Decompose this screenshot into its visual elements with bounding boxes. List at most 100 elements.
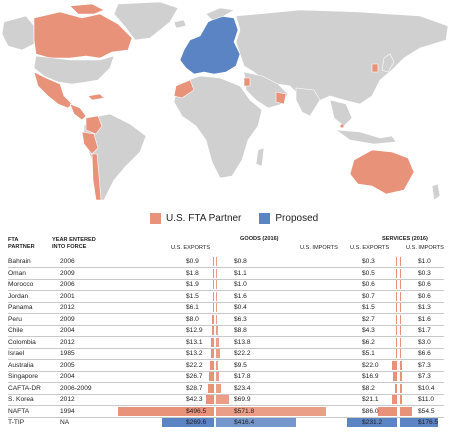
value-services-exports: $2.7 [362, 315, 375, 323]
value-goods-imports: $1.0 [234, 281, 247, 288]
bar-services-imports [400, 406, 412, 416]
value-services-exports: $22.0 [362, 361, 379, 369]
value-goods-exports: $6.1 [186, 304, 199, 311]
bar-services-exports [347, 418, 397, 427]
header-services-group: SERVICES (2016) [382, 236, 428, 242]
land-new-zealand [431, 183, 441, 201]
bar-services-imports [400, 349, 402, 358]
legend-item-partner: U.S. FTA Partner [150, 212, 241, 224]
bar-goods-imports [216, 326, 218, 335]
cell-partner: Morocco [8, 281, 34, 288]
cell-partner: Singapore [8, 373, 39, 380]
value-services-imports: $10.4 [418, 384, 435, 392]
cell-partner: T-TIP [8, 419, 25, 426]
value-goods-exports: $22.2 [186, 361, 203, 369]
value-services-exports: $8.2 [362, 384, 375, 392]
cell-partner: Chile [8, 327, 24, 334]
bar-goods-imports [216, 395, 230, 404]
value-services-imports: $54.5 [418, 407, 435, 415]
bar-goods-imports [216, 303, 218, 312]
row-divider [8, 278, 444, 280]
bar-goods-imports [216, 360, 218, 370]
bar-services-imports [400, 314, 402, 324]
bar-goods-imports [216, 418, 297, 427]
value-goods-imports: $1.1 [234, 269, 247, 277]
land-colombia [85, 115, 103, 135]
value-goods-imports: $17.8 [234, 373, 251, 380]
bar-goods-imports [216, 268, 218, 278]
cell-year: 2001 [60, 292, 75, 300]
legend-swatch-proposed [259, 212, 271, 224]
value-goods-exports: $269.6 [186, 419, 207, 426]
value-services-imports: $7.3 [418, 361, 431, 369]
value-services-imports: $7.3 [418, 373, 431, 380]
bar-goods-exports [212, 314, 214, 324]
value-goods-exports: $8.0 [186, 315, 199, 323]
value-goods-exports: $28.7 [186, 384, 203, 392]
bar-services-exports [395, 383, 397, 393]
bar-goods-imports [216, 291, 218, 301]
bar-services-imports [400, 257, 402, 266]
bar-goods-exports [211, 349, 214, 358]
bar-goods-exports [118, 406, 214, 416]
row-divider [8, 382, 444, 383]
cell-partner: Australia [8, 361, 34, 369]
value-goods-exports: $1.9 [186, 281, 199, 288]
header-partner-line2: PARTNER [8, 243, 35, 250]
value-goods-imports: $6.3 [234, 315, 247, 323]
map-legend: U.S. FTA Partner Proposed [150, 210, 336, 226]
cell-year: 2006-2009 [60, 384, 92, 392]
cell-year: 1985 [60, 350, 75, 357]
cell-year: 2009 [60, 269, 75, 277]
value-services-exports: $4.3 [362, 327, 375, 334]
cell-partner: Israel [8, 350, 25, 357]
land-madagascar [255, 147, 265, 167]
header-services-exports: U.S. EXPORTS [350, 245, 390, 251]
land-mexico [33, 71, 73, 109]
land-caribbean [87, 93, 105, 101]
land-israel-jordan [243, 77, 251, 87]
legend-label-proposed: Proposed [275, 212, 319, 224]
land-canada [33, 11, 133, 59]
bar-services-imports [400, 280, 402, 289]
land-indonesia [334, 129, 397, 145]
row-divider [8, 324, 444, 326]
header-year-line2: INTO FORCE [52, 243, 87, 250]
cell-partner: Colombia [8, 338, 36, 346]
value-goods-imports: $571.8 [234, 407, 255, 415]
world-map [0, 0, 451, 207]
value-goods-exports: $0.9 [186, 258, 199, 265]
value-goods-exports: $496.5 [186, 407, 207, 415]
value-goods-exports: $26.7 [186, 373, 203, 380]
value-services-exports: $1.5 [362, 304, 375, 311]
row-divider [8, 267, 444, 268]
land-norway [205, 7, 235, 21]
header-partner-line1: FTA [8, 237, 19, 243]
bar-goods-exports [205, 395, 214, 404]
land-peru [81, 131, 99, 155]
cell-partner: Jordan [8, 292, 29, 300]
bar-goods-imports [216, 257, 218, 266]
value-services-imports: $1.7 [418, 327, 431, 334]
bar-goods-exports [211, 337, 214, 347]
bar-goods-exports [212, 280, 214, 289]
value-services-exports: $16.9 [362, 373, 379, 380]
value-services-imports: $1.6 [418, 315, 431, 323]
cell-partner: CAFTA-DR [8, 384, 41, 392]
bar-services-exports [393, 372, 397, 381]
header-year-line1: YEAR ENTERED [52, 237, 96, 243]
bar-goods-imports [216, 372, 220, 381]
bar-goods-imports [216, 406, 326, 416]
value-services-imports: $11.0 [418, 396, 435, 403]
value-services-exports: $231.2 [362, 419, 383, 426]
cell-partner: Panama [8, 304, 33, 311]
row-divider [8, 301, 444, 303]
cell-year: 2012 [60, 396, 75, 403]
cell-year: 2012 [60, 304, 75, 311]
bar-services-exports [395, 337, 397, 347]
value-goods-imports: $0.4 [234, 304, 247, 311]
row-divider [8, 313, 444, 314]
land-japan [381, 53, 395, 73]
cell-partner: NAFTA [8, 407, 30, 415]
bar-services-imports [400, 383, 403, 393]
